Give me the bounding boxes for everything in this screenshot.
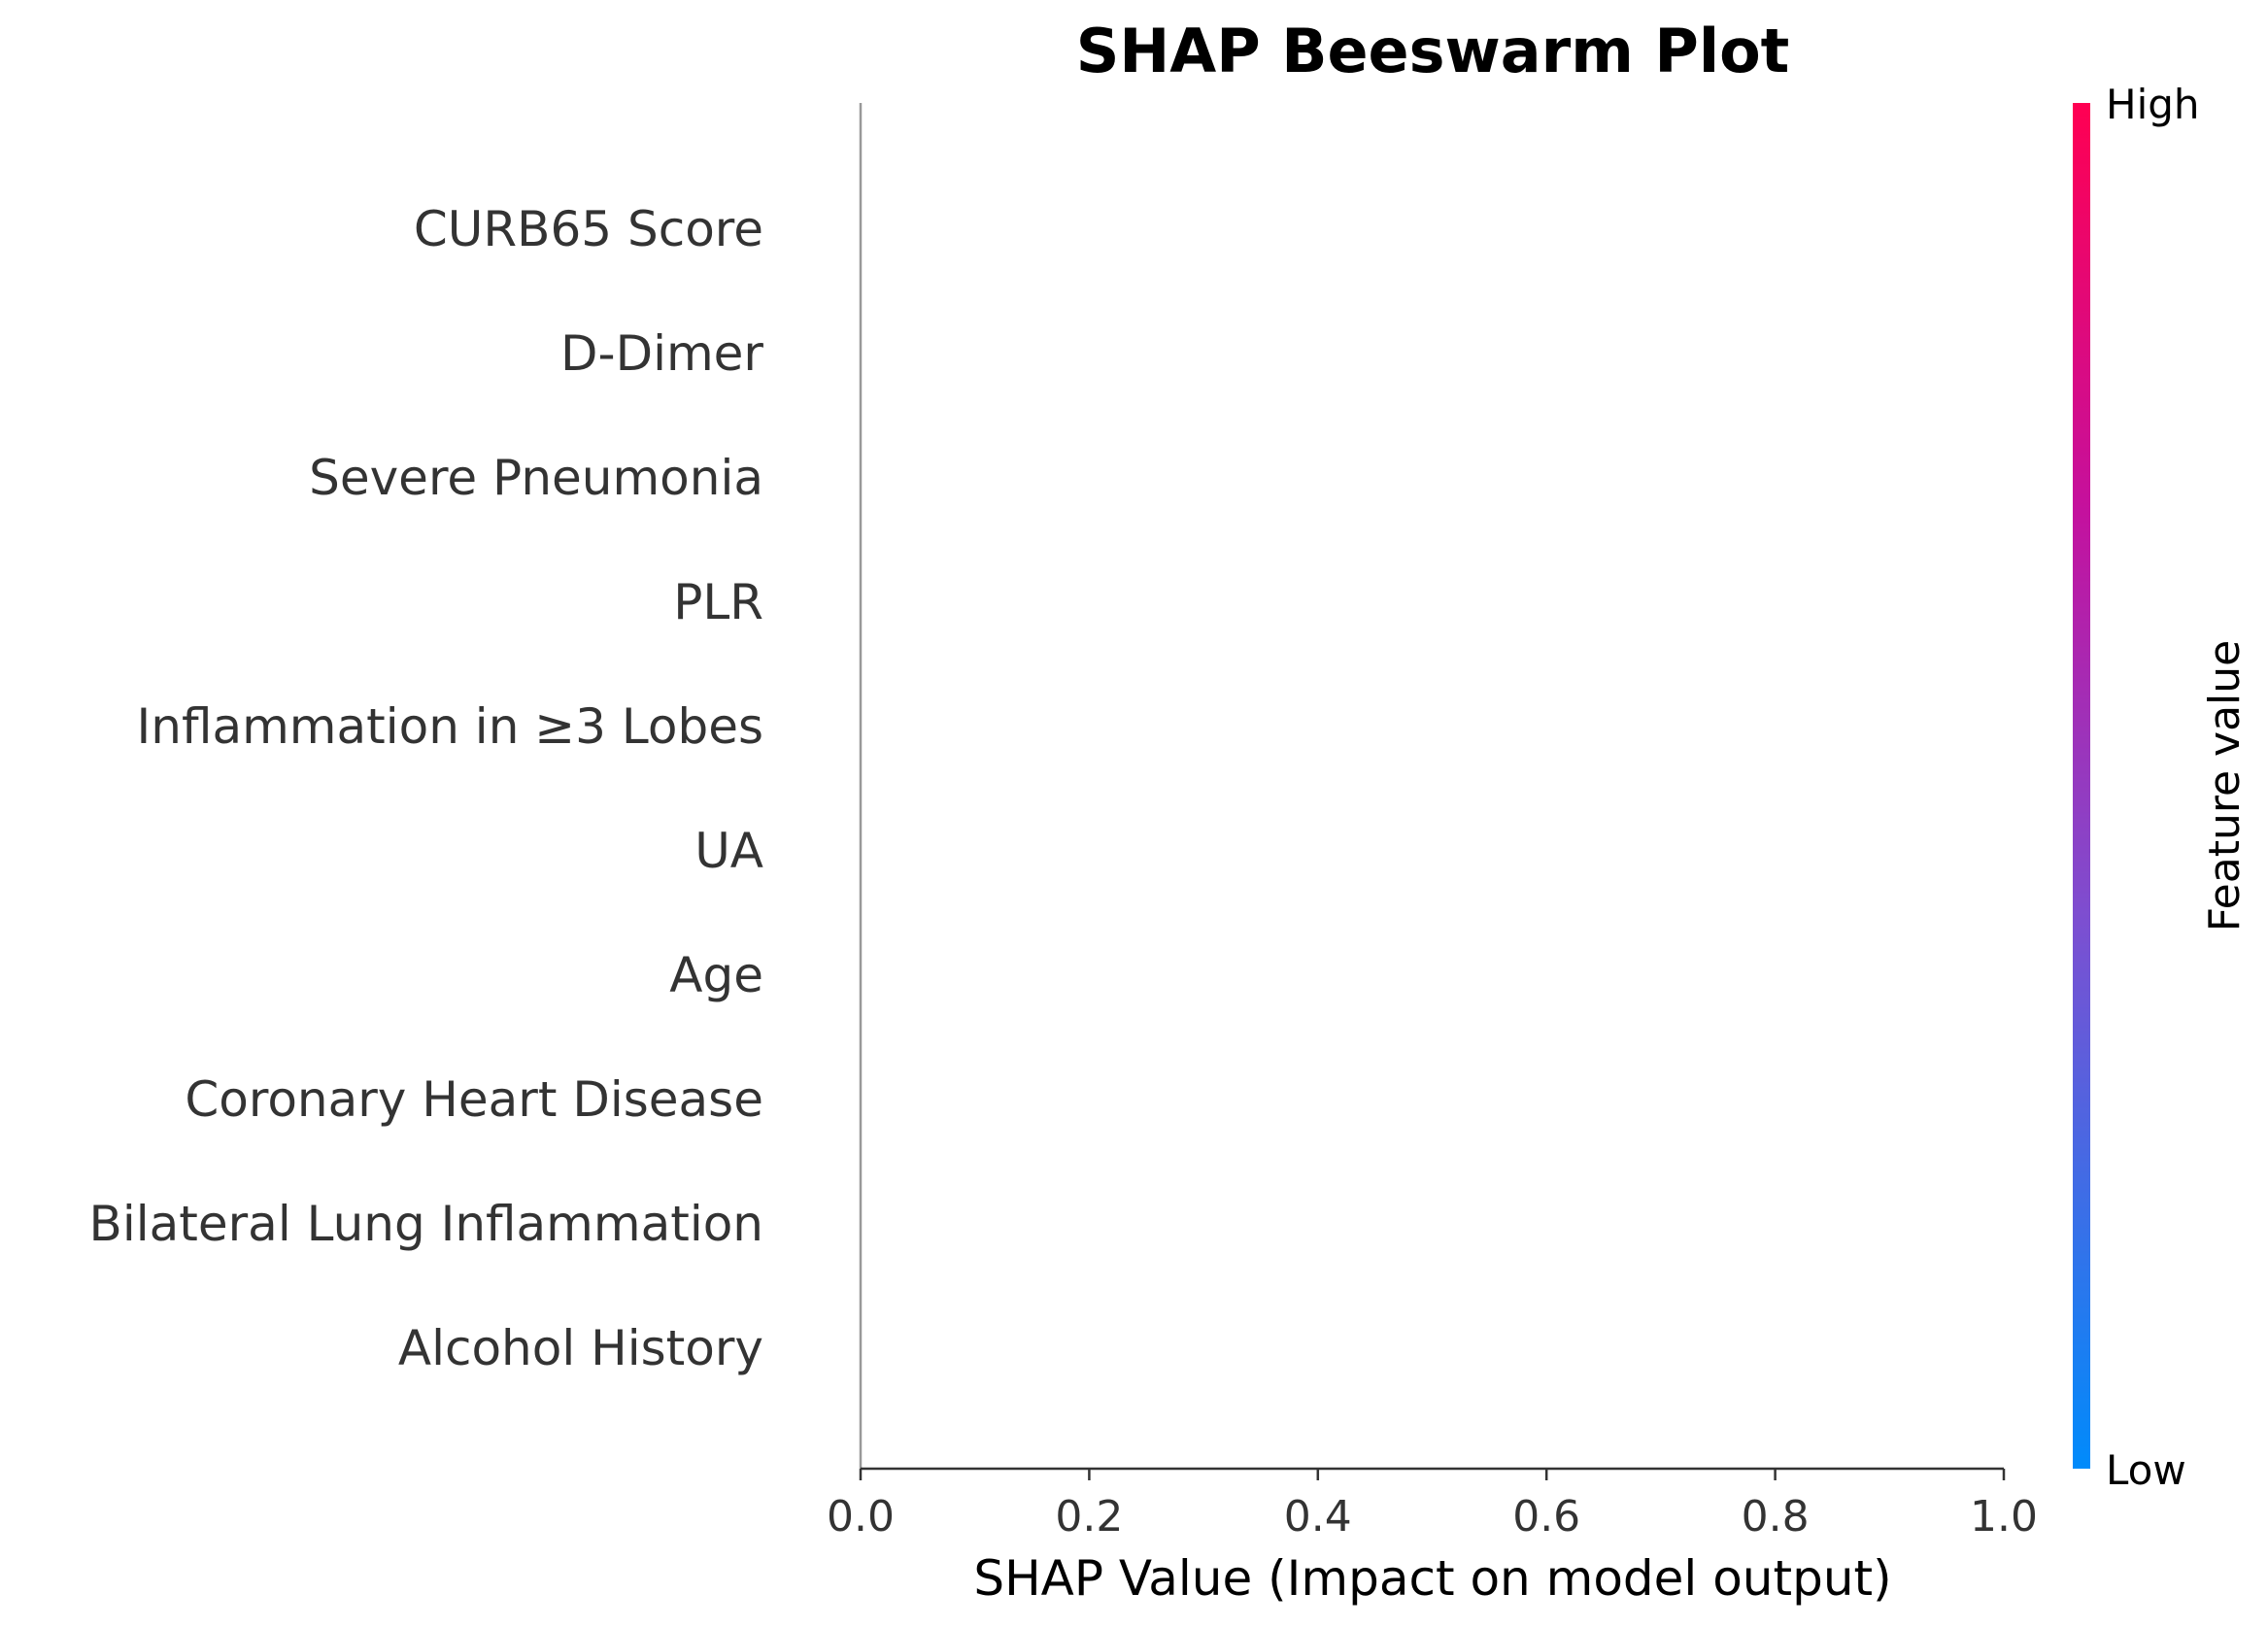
feature-label: PLR [673, 574, 763, 630]
colorbar-high-label: High [2106, 81, 2200, 128]
x-tick-label: 0.6 [1512, 1492, 1580, 1542]
feature-label: Inflammation in ≥3 Lobes [137, 698, 763, 755]
chart-title: SHAP Beeswarm Plot [1076, 16, 1790, 86]
feature-label: UA [694, 823, 763, 879]
colorbar [2073, 103, 2090, 1469]
feature-label: Coronary Heart Disease [185, 1071, 763, 1128]
feature-label: Bilateral Lung Inflammation [89, 1196, 763, 1252]
x-axis-ticks: 0.0 0.2 0.4 0.6 0.8 1.0 [827, 1469, 2038, 1542]
feature-label: Age [669, 947, 763, 1003]
feature-label: D-Dimer [560, 325, 763, 382]
feature-label: Severe Pneumonia [309, 450, 763, 506]
x-axis-label: SHAP Value (Impact on model output) [973, 1550, 1891, 1607]
feature-label: Alcohol History [398, 1320, 763, 1376]
x-tick-label: 0.0 [827, 1492, 895, 1542]
feature-label: CURB65 Score [414, 201, 763, 257]
x-tick-label: 0.4 [1284, 1492, 1352, 1542]
feature-labels: CURB65 Score D-Dimer Severe Pneumonia PLR In… [89, 201, 764, 1376]
x-tick-label: 1.0 [1970, 1492, 2038, 1542]
colorbar-low-label: Low [2106, 1446, 2186, 1494]
x-tick-label: 0.8 [1742, 1492, 1810, 1542]
x-tick-label: 0.2 [1055, 1492, 1123, 1542]
colorbar-title: Feature value [2200, 640, 2250, 932]
